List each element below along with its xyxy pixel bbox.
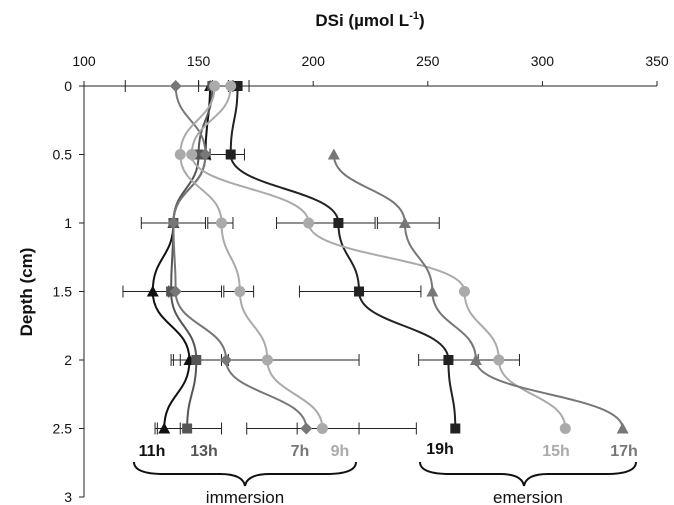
y-tick-label: 2.5: [53, 421, 73, 437]
label-15h: 15h: [542, 443, 570, 460]
marker-7h: [220, 354, 233, 366]
marker-15h: [493, 354, 505, 366]
marker-11h: [158, 422, 171, 434]
marker-17h: [398, 217, 411, 228]
y-ticks: 0 0.5 1 1.5 2 2.5 3: [53, 78, 84, 505]
y-tick-label: 0.5: [53, 147, 73, 163]
label-9h: 9h: [331, 443, 350, 460]
x-tick-label: 300: [531, 53, 555, 69]
label-11h: 11h: [139, 443, 166, 460]
y-axis-title: Depth (cm): [17, 248, 36, 337]
marker-7h: [300, 422, 313, 435]
marker-13h: [193, 149, 204, 160]
marker-9h: [174, 149, 186, 160]
marker-19h: [450, 423, 461, 434]
y-tick-label: 0: [64, 78, 72, 94]
y-tick-label: 2: [64, 352, 72, 368]
marker-17h: [426, 285, 439, 297]
marker-13h: [182, 423, 193, 434]
marker-17h: [616, 422, 629, 434]
marker-17h: [469, 354, 482, 365]
marker-19h: [333, 218, 344, 228]
label-17h: 17h: [610, 443, 638, 460]
marker-19h: [443, 355, 454, 365]
marker-7h: [169, 285, 182, 298]
marker-9h: [316, 423, 328, 434]
emersion-brace: [419, 461, 637, 487]
marker-15h: [559, 423, 571, 434]
immersion-label: immersion: [206, 488, 284, 505]
x-ticks: 100 150 200 250 300 350: [72, 53, 669, 86]
y-tick-label: 1.5: [53, 284, 73, 300]
marker-9h: [216, 217, 228, 229]
x-tick-label: 200: [302, 53, 326, 69]
marker-7h: [169, 80, 182, 92]
series-labels: 11h 13h 7h 9h 19h 15h 17h: [139, 441, 638, 460]
marker-17h: [327, 148, 340, 160]
marker-11h: [146, 285, 159, 297]
marker-19h: [232, 81, 243, 91]
series-line-9h: [179, 85, 324, 429]
marker-9h: [234, 286, 246, 297]
label-19h: 19h: [426, 441, 454, 458]
label-7h: 7h: [291, 443, 310, 460]
x-tick-label: 150: [187, 53, 211, 69]
x-tick-label: 350: [645, 53, 669, 69]
series-lines: [151, 85, 624, 429]
marker-13h: [191, 355, 202, 365]
error-bars: [122, 80, 520, 435]
marker-9h: [261, 354, 273, 366]
series-line-19h: [229, 85, 457, 429]
y-tick-label: 1: [64, 215, 72, 231]
marker-15h: [225, 80, 237, 92]
marker-15h: [303, 217, 315, 229]
label-13h: 13h: [190, 443, 218, 460]
emersion-label: emersion: [493, 488, 563, 505]
marker-19h: [354, 286, 365, 297]
series-line-17h: [332, 154, 624, 429]
marker-15h: [186, 149, 198, 160]
marker-7h: [167, 217, 180, 229]
marker-15h: [458, 286, 470, 297]
marker-9h: [209, 80, 221, 92]
x-tick-label: 100: [72, 53, 96, 69]
series-line-7h: [172, 85, 308, 429]
marker-19h: [225, 149, 236, 160]
series-line-15h: [190, 85, 567, 429]
x-axis-title: DSi (µmol L-1): [315, 10, 424, 30]
marker-7h: [199, 148, 212, 161]
y-tick-label: 3: [64, 489, 72, 505]
x-tick-label: 250: [416, 53, 440, 69]
series-markers: [146, 80, 629, 435]
immersion-brace: [133, 461, 357, 487]
